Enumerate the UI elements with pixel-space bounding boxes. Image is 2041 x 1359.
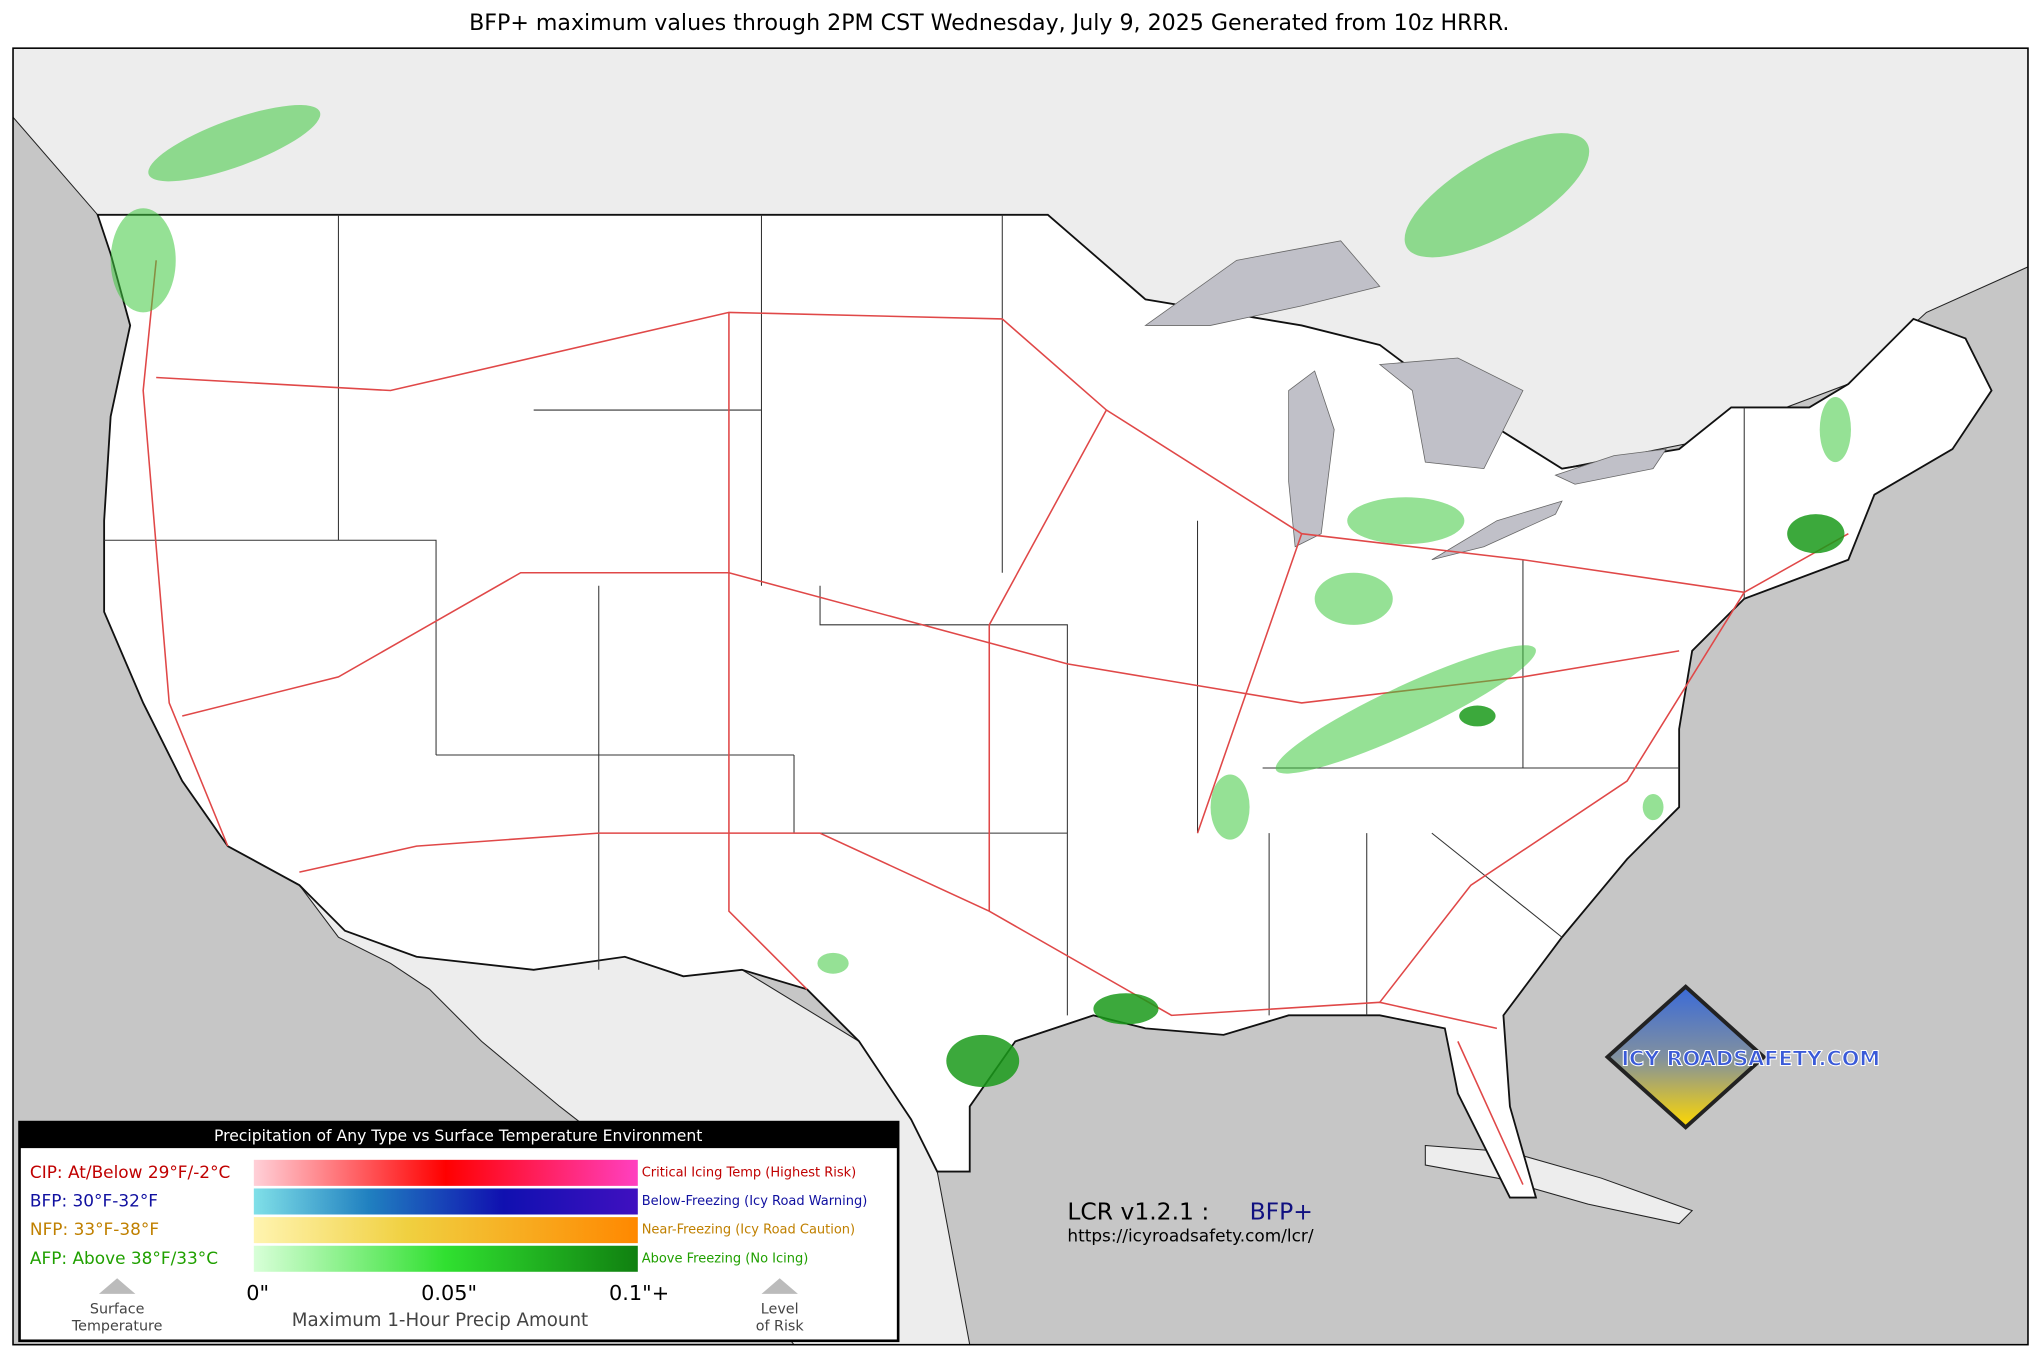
scale-label: 0.05" [421,1281,477,1305]
arrow-label: Surface [90,1302,145,1318]
precip-area [148,105,321,182]
map-title: BFP+ maximum values through 2PM CST Wedn… [469,10,1509,36]
great-lakes [1144,240,1667,561]
legend-gradient [253,1245,638,1272]
precip-area [1459,705,1496,727]
precip-area [817,952,849,974]
product-name: BFP+ [1250,1198,1313,1226]
legend-gradient [253,1159,638,1186]
arrow-label: of Risk [756,1318,805,1334]
precip-area [1275,645,1536,774]
url: https://icyroadsafety.com/lcr/ [1067,1226,1313,1246]
legend-label: CIP: At/Below 29°F/-2°C [30,1162,230,1182]
arrow-icon [98,1278,136,1294]
precip-area [1787,514,1845,554]
lake-erie [1431,500,1563,561]
logo-diamond [1604,984,1767,1130]
lake-michigan [1288,370,1335,548]
legend-title: Precipitation of Any Type vs Surface Tem… [214,1127,702,1145]
version-info: LCR v1.2.1 : BFP+ https://icyroadsafety.… [1067,1198,1313,1246]
legend-gradient [253,1188,638,1215]
legend-description: Near-Freezing (Icy Road Caution) [642,1223,855,1238]
scale-title: Maximum 1-Hour Precip Amount [292,1310,588,1331]
arrow-icon [761,1278,798,1294]
scale-label: 0" [246,1281,269,1305]
precip-area [1210,774,1250,840]
precip-area [1314,572,1393,625]
logo-text: ICY ROADSAFETY.COM [1621,1047,1880,1071]
precip-area [110,208,176,313]
lake-ontario [1554,448,1667,485]
legend-header [19,1122,899,1149]
legend: Precipitation of Any Type vs Surface Tem… [18,1120,900,1343]
frame-border [12,47,2029,1346]
precip-area [1642,794,1664,821]
precip-area [1819,397,1851,463]
precip-area [1404,133,1590,258]
legend-label: NFP: 33°F-38°F [30,1219,159,1239]
legend-description: Above Freezing (No Icing) [642,1251,809,1266]
legend-label: BFP: 30°F-32°F [30,1190,158,1210]
precip-area [1093,993,1159,1025]
version-label: LCR v1.2.1 : [1067,1198,1209,1226]
state-borders [104,214,1745,1016]
precip-area [1347,497,1465,545]
arrow-label: Temperature [71,1318,163,1334]
united-states [96,213,1993,1199]
scale-label: 0.1"+ [609,1281,669,1305]
precipitation [110,105,1851,1087]
arrow-label: Level [761,1302,799,1318]
legend-label: AFP: Above 38°F/33°C [30,1248,218,1268]
legend-description: Below-Freezing (Icy Road Warning) [642,1194,868,1209]
legend-description: Critical Icing Temp (Highest Risk) [642,1165,857,1180]
logo: ICY ROADSAFETY.COM [1604,984,1881,1130]
precip-area [946,1034,1020,1087]
lake-huron [1378,357,1524,470]
cuba [1424,1144,1694,1225]
lake-superior [1144,240,1381,326]
legend-gradient [253,1217,638,1244]
